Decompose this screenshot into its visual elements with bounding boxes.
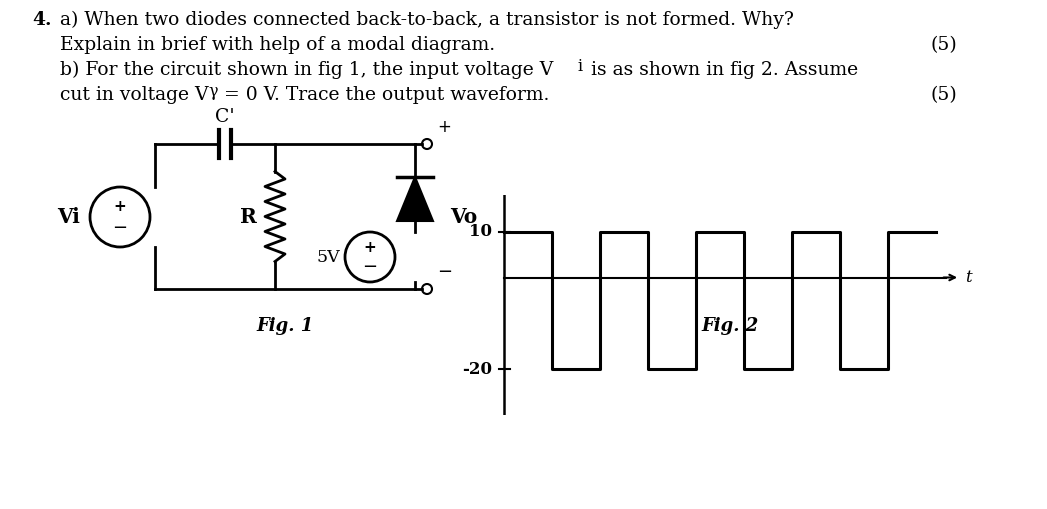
Circle shape	[422, 284, 432, 294]
Text: (5): (5)	[930, 86, 957, 104]
Text: b) For the circuit shown in fig 1, the input voltage V: b) For the circuit shown in fig 1, the i…	[60, 61, 553, 79]
Text: +: +	[437, 118, 451, 136]
Text: −: −	[437, 263, 452, 281]
Text: cut in voltage V: cut in voltage V	[60, 86, 208, 104]
Text: Vo: Vo	[450, 207, 477, 227]
Text: = 0 V. Trace the output waveform.: = 0 V. Trace the output waveform.	[218, 86, 550, 104]
Text: 5V: 5V	[316, 248, 340, 266]
Text: Vi: Vi	[58, 207, 80, 227]
Text: −: −	[112, 219, 128, 237]
Text: 10: 10	[469, 223, 492, 240]
Text: -20: -20	[463, 361, 492, 378]
Text: Fig. 2: Fig. 2	[701, 317, 759, 335]
Text: Fig. 1: Fig. 1	[257, 317, 314, 335]
Text: C': C'	[216, 108, 235, 126]
Text: γ: γ	[208, 83, 218, 100]
Text: i: i	[577, 58, 582, 75]
Text: +: +	[363, 240, 376, 254]
Text: (5): (5)	[930, 36, 957, 54]
Text: Explain in brief with help of a modal diagram.: Explain in brief with help of a modal di…	[60, 36, 495, 54]
Polygon shape	[397, 177, 433, 221]
Text: +: +	[114, 199, 127, 213]
Circle shape	[422, 139, 432, 149]
Text: 4.: 4.	[32, 11, 51, 29]
Text: −: −	[362, 258, 378, 276]
Text: R: R	[240, 207, 257, 227]
Text: t: t	[964, 269, 972, 286]
Text: is as shown in fig 2. Assume: is as shown in fig 2. Assume	[585, 61, 859, 79]
Text: a) When two diodes connected back-to-back, a transistor is not formed. Why?: a) When two diodes connected back-to-bac…	[60, 11, 794, 29]
